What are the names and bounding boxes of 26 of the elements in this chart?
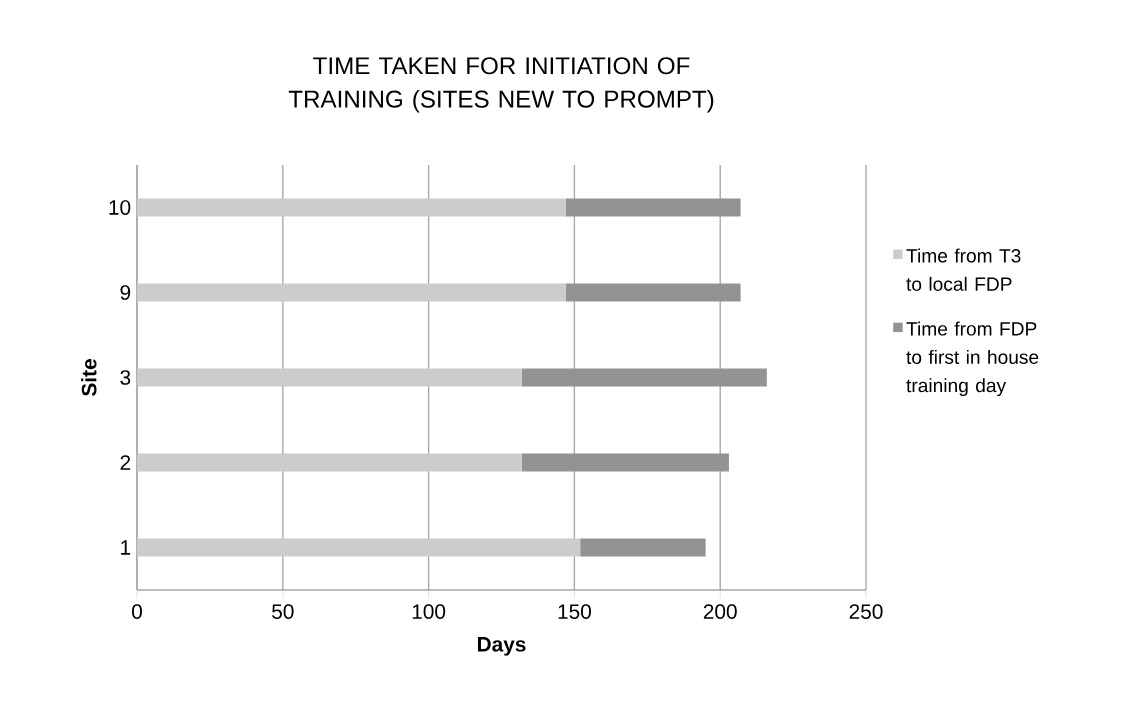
x-tick-label: 50 — [272, 604, 294, 619]
x-tick-label: 0 — [132, 604, 142, 619]
bar — [521, 453, 729, 472]
bar — [137, 283, 566, 302]
y-tick-label: 2 — [120, 455, 131, 470]
bar — [521, 368, 767, 387]
bar — [565, 198, 741, 217]
bar — [580, 538, 706, 557]
legend-label: Time from T3 to local FDP — [906, 248, 1021, 291]
bar — [137, 538, 581, 557]
bar — [137, 453, 522, 472]
y-tick-label: 9 — [120, 285, 131, 300]
y-tick-label: 1 — [121, 540, 131, 555]
x-tick-label: 150 — [558, 604, 591, 619]
chart-title: TIME TAKEN FOR INITIATION OF TRAINING (SITES NEW TO PROMPT) — [288, 57, 714, 113]
x-tick-label: 200 — [703, 604, 737, 619]
bar — [137, 368, 522, 387]
bar — [565, 283, 741, 302]
bar — [137, 198, 566, 217]
y-axis-title: Site — [81, 359, 97, 396]
x-tick-label: 250 — [849, 604, 883, 619]
legend-label: Time from FDP to first in house training day — [906, 321, 1039, 397]
x-axis-title: Days — [477, 637, 526, 656]
x-tick-label: 100 — [412, 604, 446, 619]
y-tick-label: 3 — [120, 370, 131, 385]
y-tick-label: 10 — [109, 200, 131, 215]
